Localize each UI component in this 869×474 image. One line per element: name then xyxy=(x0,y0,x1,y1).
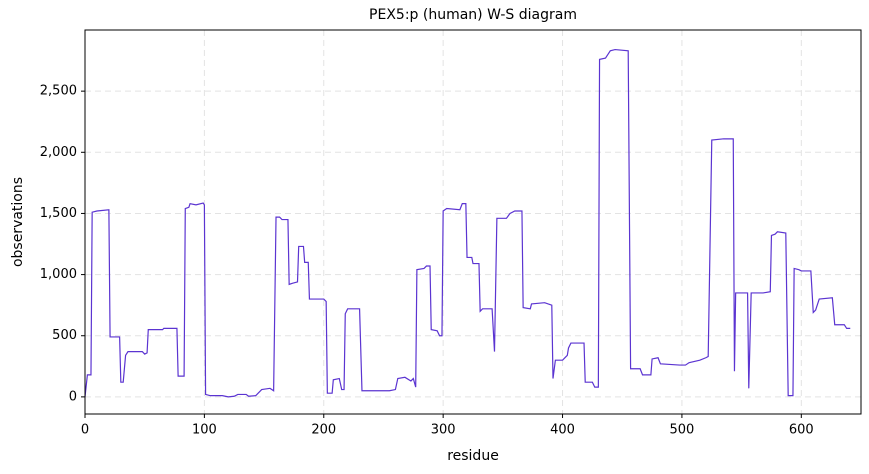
y-tick-label: 1,000 xyxy=(40,267,77,282)
plot-frame xyxy=(84,29,862,415)
x-tick-label: 0 xyxy=(81,423,89,438)
x-tick-label: 200 xyxy=(311,423,336,438)
x-tick-label: 600 xyxy=(789,423,814,438)
y-tick-label: 0 xyxy=(69,389,77,404)
x-tick-label: 400 xyxy=(550,423,575,438)
y-axis-label: observations xyxy=(10,177,26,267)
y-tick-label: 500 xyxy=(52,328,77,343)
x-tick-label: 500 xyxy=(670,423,695,438)
y-tick-label: 2,500 xyxy=(40,84,77,99)
x-tick-label: 300 xyxy=(431,423,456,438)
y-tick-label: 2,000 xyxy=(40,145,77,160)
x-tick-label: 100 xyxy=(192,423,217,438)
y-tick-label: 1,500 xyxy=(40,206,77,221)
data-line xyxy=(84,48,851,398)
x-axis-label: residue xyxy=(447,448,499,464)
chart-title: PEX5:p (human) W-S diagram xyxy=(369,7,577,23)
